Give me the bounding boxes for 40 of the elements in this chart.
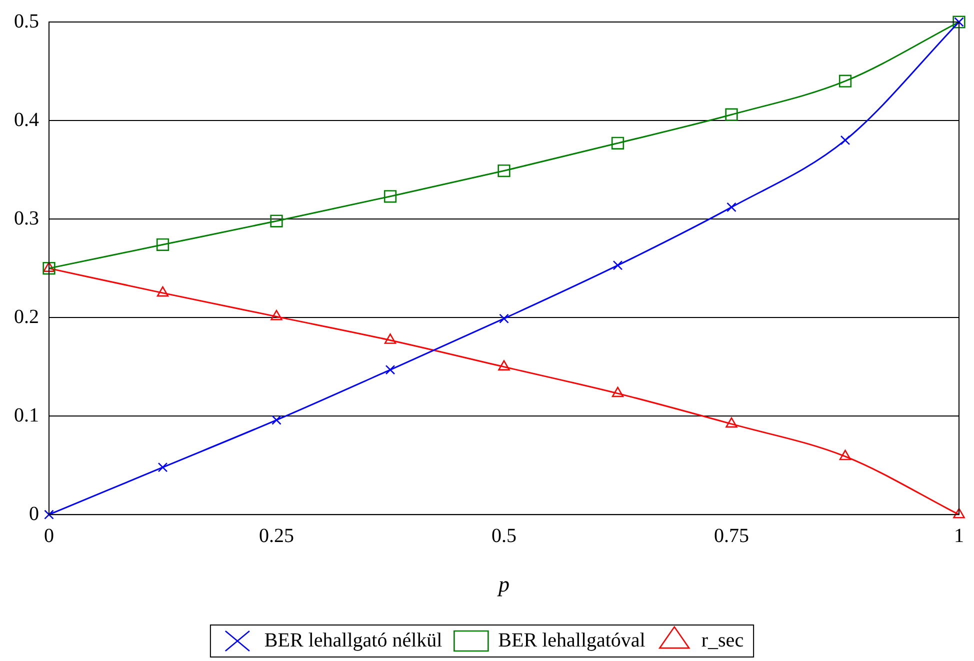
y-tick-label: 0.4 <box>14 108 39 131</box>
point <box>726 417 738 428</box>
point <box>839 450 852 460</box>
legend-label: BER lehallgató nélkül <box>264 629 443 652</box>
point <box>270 214 283 228</box>
y-tick-label: 0.1 <box>14 404 39 426</box>
point <box>270 310 282 320</box>
point <box>158 462 168 472</box>
point <box>611 136 624 150</box>
point <box>612 386 624 398</box>
point <box>384 334 396 344</box>
point <box>838 74 852 88</box>
point <box>156 238 170 251</box>
x-tick-label: 0 <box>44 524 54 547</box>
x-tick-label: 0.75 <box>714 524 749 547</box>
point <box>498 360 510 370</box>
x-tick-label: 0.5 <box>492 524 516 547</box>
legend-label: r_sec <box>701 629 744 652</box>
point <box>44 510 54 520</box>
point <box>725 108 738 121</box>
point <box>840 135 850 146</box>
y-tick-label: 0.3 <box>14 207 39 230</box>
point <box>384 190 397 203</box>
point <box>385 364 396 375</box>
point <box>272 415 282 425</box>
point <box>498 164 510 178</box>
y-tick-label: 0.2 <box>14 306 39 328</box>
legend-label: BER lehallgatóval <box>498 629 646 652</box>
point <box>43 262 55 272</box>
x-tick-label: 1 <box>954 524 964 547</box>
point <box>499 314 509 324</box>
y-tick-label: 0 <box>29 502 39 525</box>
point <box>42 262 56 275</box>
y-tick-label: 0.5 <box>14 10 39 32</box>
x-tick-label: 0.25 <box>259 524 294 547</box>
x-axis-title: p <box>496 572 510 597</box>
point <box>612 260 623 270</box>
point <box>726 202 736 212</box>
point <box>156 286 169 297</box>
point <box>953 508 965 518</box>
